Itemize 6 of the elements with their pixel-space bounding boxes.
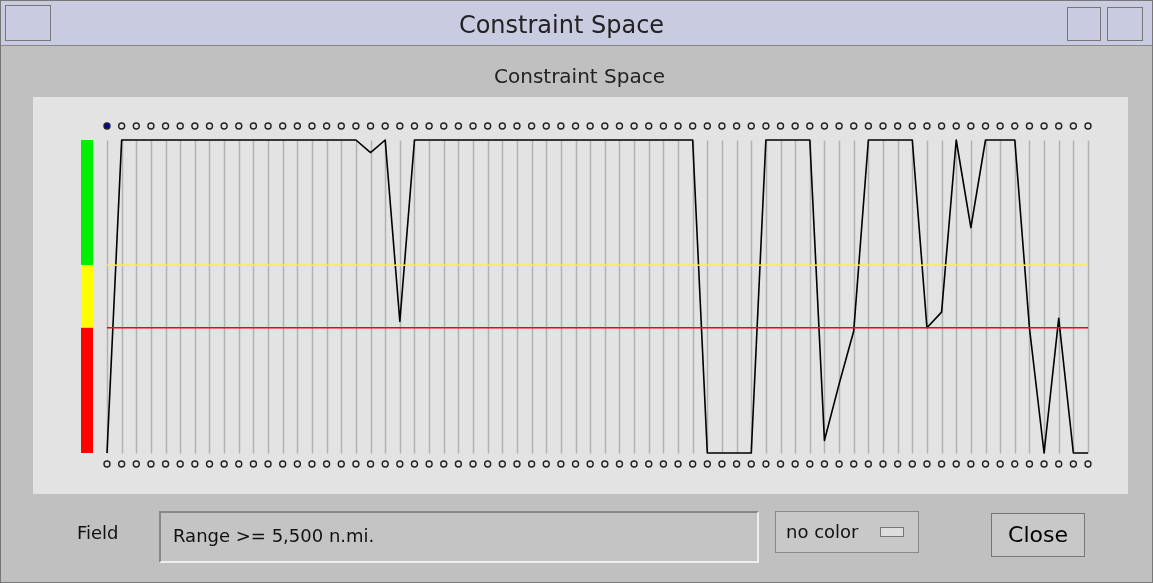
text: no color bbox=[786, 521, 859, 542]
text: Close bbox=[991, 513, 1085, 557]
text: Field bbox=[77, 522, 119, 543]
text: Range >= 5,500 n.mi. bbox=[173, 525, 375, 546]
chart-title: Constraint Space bbox=[494, 64, 665, 89]
text: Constraint Space bbox=[457, 11, 666, 39]
